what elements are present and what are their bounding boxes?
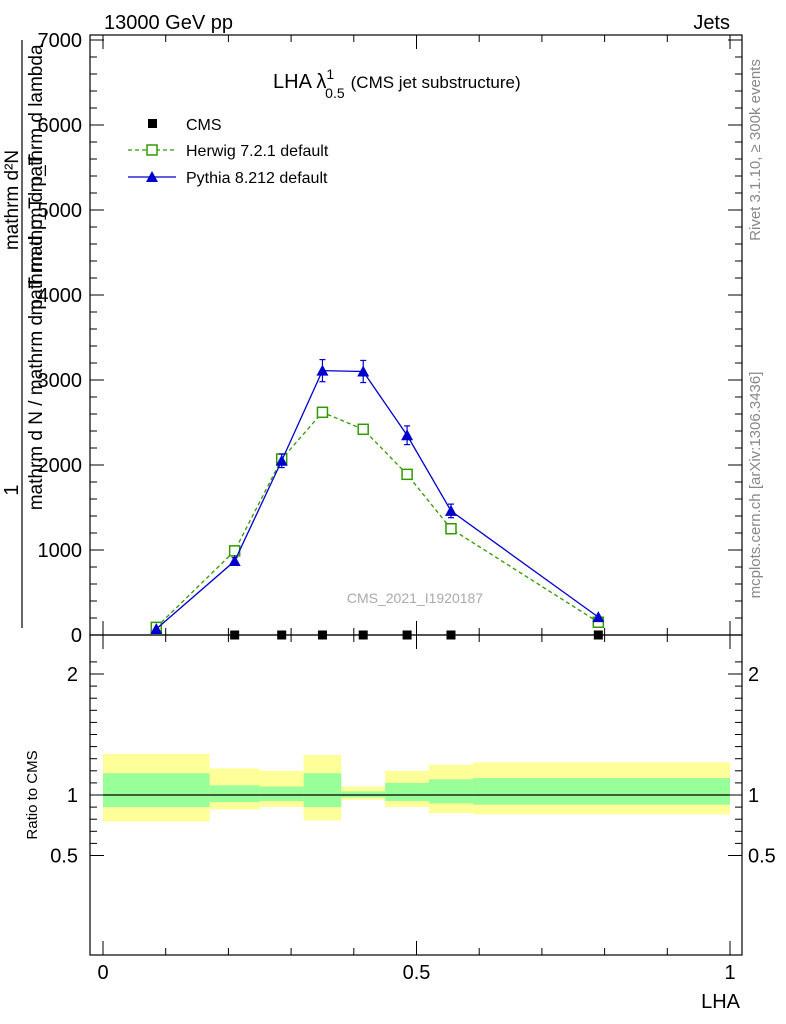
- ratio-band-inner: [341, 791, 386, 798]
- herwig-data-point: [316, 406, 329, 419]
- legend-pythia-marker: [146, 171, 158, 182]
- main-ytick-label: 3000: [38, 370, 83, 392]
- ratio-band-inner: [429, 779, 473, 804]
- x-axis-label: LHA: [701, 991, 741, 1013]
- ratio-ylabel: Ratio to CMS: [24, 750, 41, 839]
- herwig-data-point: [401, 468, 413, 481]
- pythia-data-point: [316, 364, 329, 376]
- pythia-data-point: [228, 555, 241, 567]
- ratio-plot-panel: 0.5 0.5 1 1 2 2 0 0.5 1: [50, 634, 776, 984]
- herwig-series-line: [155, 411, 599, 628]
- main-ytick-label: 5000: [38, 200, 83, 222]
- plot-title: LHA λ1 0.5(CMS jet substructure): [273, 66, 521, 101]
- main-ytick-label: 7000: [38, 30, 83, 52]
- main-ylabel-bottom: mathrm d N / mathrm d p_T mathrm d p_T: [26, 153, 47, 510]
- legend-cms-label: CMS: [186, 117, 222, 134]
- pythia-data-point: [150, 623, 163, 635]
- ratio-band-inner: [303, 773, 342, 808]
- pythia-data-point: [275, 454, 288, 466]
- legend-herwig-marker: [146, 144, 158, 156]
- ratio-plot-frame: [89, 634, 743, 956]
- main-ytick-label: 2000: [38, 455, 83, 477]
- ratio-xtick-label: 0: [97, 962, 108, 984]
- ratio-ytick-label-left: 0.5: [50, 846, 78, 868]
- main-ylabel-denominator: mathrm d p_T mathrm d lambda: [26, 44, 47, 315]
- pythia-data-point: [592, 611, 605, 623]
- main-ytick-label: 1000: [38, 540, 83, 562]
- ratio-band-inner: [209, 785, 260, 803]
- main-ytick-label: 4000: [38, 285, 83, 307]
- ratio-xtick-label: 0.5: [403, 962, 431, 984]
- main-ytick-label: 0: [71, 625, 82, 647]
- mcplots-label: mcplots.cern.ch [arXiv:1306.3436]: [747, 372, 764, 599]
- header-category: Jets: [693, 12, 730, 34]
- ratio-band-inner: [259, 786, 304, 802]
- ratio-ytick-label-right: 1: [748, 785, 759, 807]
- ratio-ytick-label-left: 2: [67, 664, 78, 686]
- herwig-data-point: [445, 523, 457, 535]
- analysis-watermark: CMS_2021_I1920187: [347, 590, 483, 606]
- legend-herwig-label: Herwig 7.2.1 default: [186, 143, 329, 160]
- ratio-ytick-label-left: 1: [67, 785, 78, 807]
- ratio-band-inner: [472, 778, 730, 805]
- herwig-data-point: [357, 423, 369, 436]
- ratio-band-inner: [103, 773, 210, 808]
- pythia-data-point: [401, 429, 414, 441]
- pythia-data-point: [357, 365, 370, 377]
- rivet-label: Rivet 3.1.10, ≥ 300k events: [747, 59, 764, 241]
- main-plot-panel: 0 1000 2000 3000 4000 5000 6000 7000 LHA λ1 0.5(…: [38, 30, 743, 647]
- legend: CMS Herwig 7.2.1 default Pythia 8.212 de…: [128, 117, 329, 187]
- ratio-xtick-label: 1: [724, 962, 735, 984]
- main-ytick-label: 6000: [38, 115, 83, 137]
- legend-pythia-label: Pythia 8.212 default: [186, 170, 328, 187]
- ratio-ytick-label-right: 2: [748, 664, 759, 686]
- pythia-data-point: [444, 504, 457, 516]
- legend-cms-marker: [148, 119, 157, 128]
- header-energy: 13000 GeV pp: [104, 12, 233, 34]
- main-ylabel-top: 1: [1, 484, 23, 495]
- ratio-band-inner: [385, 782, 430, 802]
- pythia-series-line: [155, 369, 599, 630]
- ratio-ytick-label-right: 0.5: [748, 846, 776, 868]
- main-ylabel-numerator: mathrm d²N: [2, 150, 23, 250]
